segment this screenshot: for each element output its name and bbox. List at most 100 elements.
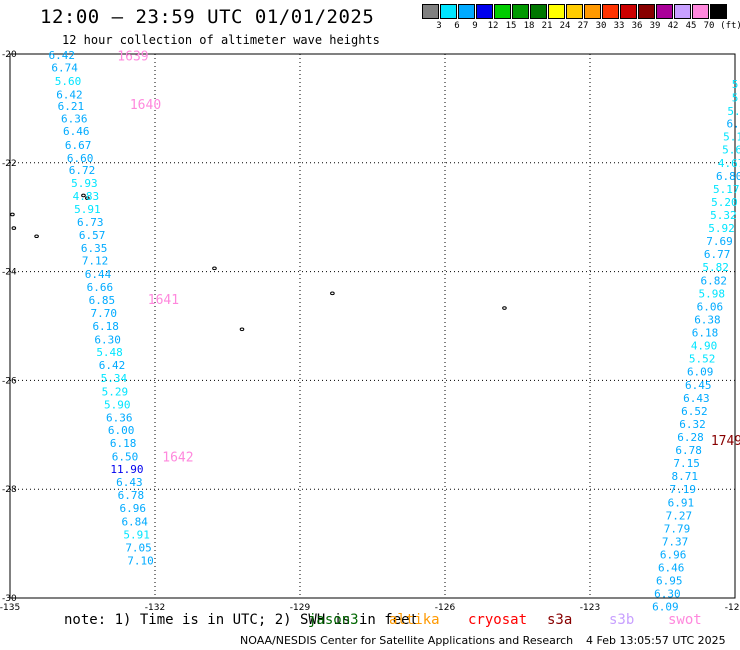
swh-value-track1: 6.72 — [69, 164, 96, 177]
swh-value-track2: 5.52 — [689, 353, 716, 366]
satellite-legend-altika: altika — [389, 612, 440, 628]
y-tick-label: -24 — [2, 268, 17, 278]
island-outline — [10, 212, 15, 217]
map-title: 12:00 — 23:59 UTC 01/01/2025 — [40, 6, 375, 28]
swh-value-track2: 6.77 — [704, 248, 731, 261]
island-outline — [34, 234, 39, 239]
swh-value-track2: 4.90 — [691, 340, 718, 353]
swh-value-track1: 6.43 — [116, 476, 143, 489]
color-swatch — [494, 4, 511, 19]
color-bar-label: 9 — [472, 21, 478, 31]
swh-value-track1: 6.66 — [87, 281, 114, 294]
color-swatch — [620, 4, 637, 19]
y-tick-label: -20 — [2, 50, 17, 60]
swh-value-track2: 8.71 — [671, 470, 698, 483]
swh-value-track2: 5.17 — [713, 183, 740, 196]
time-label: 1640 — [130, 98, 161, 113]
swh-value-track2: 7.37 — [662, 535, 689, 548]
swh-value-track1: 5.48 — [96, 346, 123, 359]
swh-value-track1: 5.91 — [74, 203, 101, 216]
swh-value-track1: 6.73 — [77, 216, 104, 229]
color-bar-label: 45 — [685, 21, 697, 31]
swh-value-track1: 6.46 — [63, 125, 90, 138]
x-tick-label: -126 — [435, 603, 456, 613]
x-tick-label: -120 — [725, 603, 740, 613]
island-outline — [85, 196, 90, 200]
swh-value-track1: 6.44 — [85, 268, 112, 281]
swh-value-track1: 6.36 — [106, 411, 133, 424]
swh-value-track2: 5.98 — [699, 287, 726, 300]
swh-value-track1: 6.67 — [65, 139, 92, 152]
color-swatch — [440, 4, 457, 19]
y-tick-label: -30 — [2, 594, 17, 604]
swh-value-track1: 5.29 — [102, 385, 129, 398]
color-bar-label: 33 — [613, 21, 625, 31]
color-swatch — [512, 4, 529, 19]
swh-value-track1: 7.10 — [127, 554, 154, 567]
time-label: 1642 — [162, 451, 193, 466]
color-swatch — [548, 4, 565, 19]
color-swatch — [638, 4, 655, 19]
island-outline — [212, 266, 217, 271]
color-swatch — [710, 4, 727, 19]
color-bar-label: 6 — [454, 21, 460, 31]
swh-value-track1: 6.84 — [121, 515, 148, 528]
swh-value-track2: 6.38 — [694, 313, 721, 326]
color-swatch — [530, 4, 547, 19]
swh-value-track1: 6.78 — [118, 489, 145, 502]
color-bar-label: 30 — [595, 21, 607, 31]
swh-value-track1: 7.05 — [125, 541, 152, 554]
swh-value-track2: 6.82 — [700, 274, 727, 287]
color-swatch — [584, 4, 601, 19]
swh-value-track2: 5.1 — [723, 131, 740, 144]
swh-value-track1: 7.12 — [82, 255, 109, 268]
island-outline — [11, 226, 17, 230]
swh-value-track2: 6.96 — [660, 548, 687, 561]
color-bar — [422, 4, 728, 19]
swh-value-track2: 6.91 — [668, 496, 695, 509]
swh-value-track1: 6.85 — [89, 294, 116, 307]
satellite-legend-swot: swot — [668, 612, 702, 628]
swh-value-track1: 6.35 — [81, 242, 108, 255]
swh-value-track2: 5.82 — [702, 261, 729, 274]
swh-value-track2: 5.32 — [710, 209, 737, 222]
island-outline — [239, 327, 245, 332]
swh-value-track2: 7.19 — [670, 483, 697, 496]
swh-value-track1: 6.42 — [56, 88, 83, 101]
swh-value-track1: 6.30 — [94, 334, 121, 347]
swh-value-track1: 7.70 — [91, 307, 118, 320]
swh-value-track2: 4.67 — [718, 157, 740, 170]
swh-value-track1: 4.83 — [73, 190, 100, 203]
swh-value-track2: 5.6 — [722, 144, 740, 157]
swh-value-track2: 6.52 — [681, 405, 708, 418]
swh-value-track2: 5. — [727, 105, 740, 118]
satellite-legend-jason3: jason3 — [308, 612, 359, 628]
color-bar-label: 12 — [487, 21, 499, 31]
x-tick-label: -135 — [0, 603, 20, 613]
swh-value-track1: 6.74 — [51, 62, 78, 75]
map-subtitle: 12 hour collection of altimeter wave hei… — [62, 33, 380, 47]
swh-value-track1: 5.90 — [104, 398, 131, 411]
swh-value-track2: 6.95 — [656, 575, 683, 588]
satellite-legend-s3b: s3b — [609, 612, 635, 628]
color-swatch — [602, 4, 619, 19]
island-outline — [502, 306, 507, 310]
swh-value-track2: 6.80 — [716, 170, 740, 183]
color-swatch — [692, 4, 709, 19]
swh-value-track2: 6.28 — [677, 431, 704, 444]
swh-value-track2: 5.20 — [711, 196, 738, 209]
swh-value-track2: 7.69 — [706, 235, 733, 248]
color-bar-label: 15 — [505, 21, 517, 31]
swh-value-track2: 7.27 — [666, 509, 693, 522]
island-outline — [81, 193, 86, 198]
x-tick-label: -132 — [145, 603, 165, 613]
color-swatch — [566, 4, 583, 19]
color-bar-label: 21 — [541, 21, 553, 31]
swh-value-track1: 6.00 — [108, 424, 135, 437]
footer-org: NOAA/NESDIS Center for Satellite Applica… — [240, 634, 574, 647]
swh-value-track1: 6.36 — [61, 113, 88, 126]
y-tick-label: -26 — [2, 376, 17, 386]
swh-value-track1: 6.60 — [67, 152, 94, 165]
swh-value-track1: 6.96 — [120, 502, 147, 515]
